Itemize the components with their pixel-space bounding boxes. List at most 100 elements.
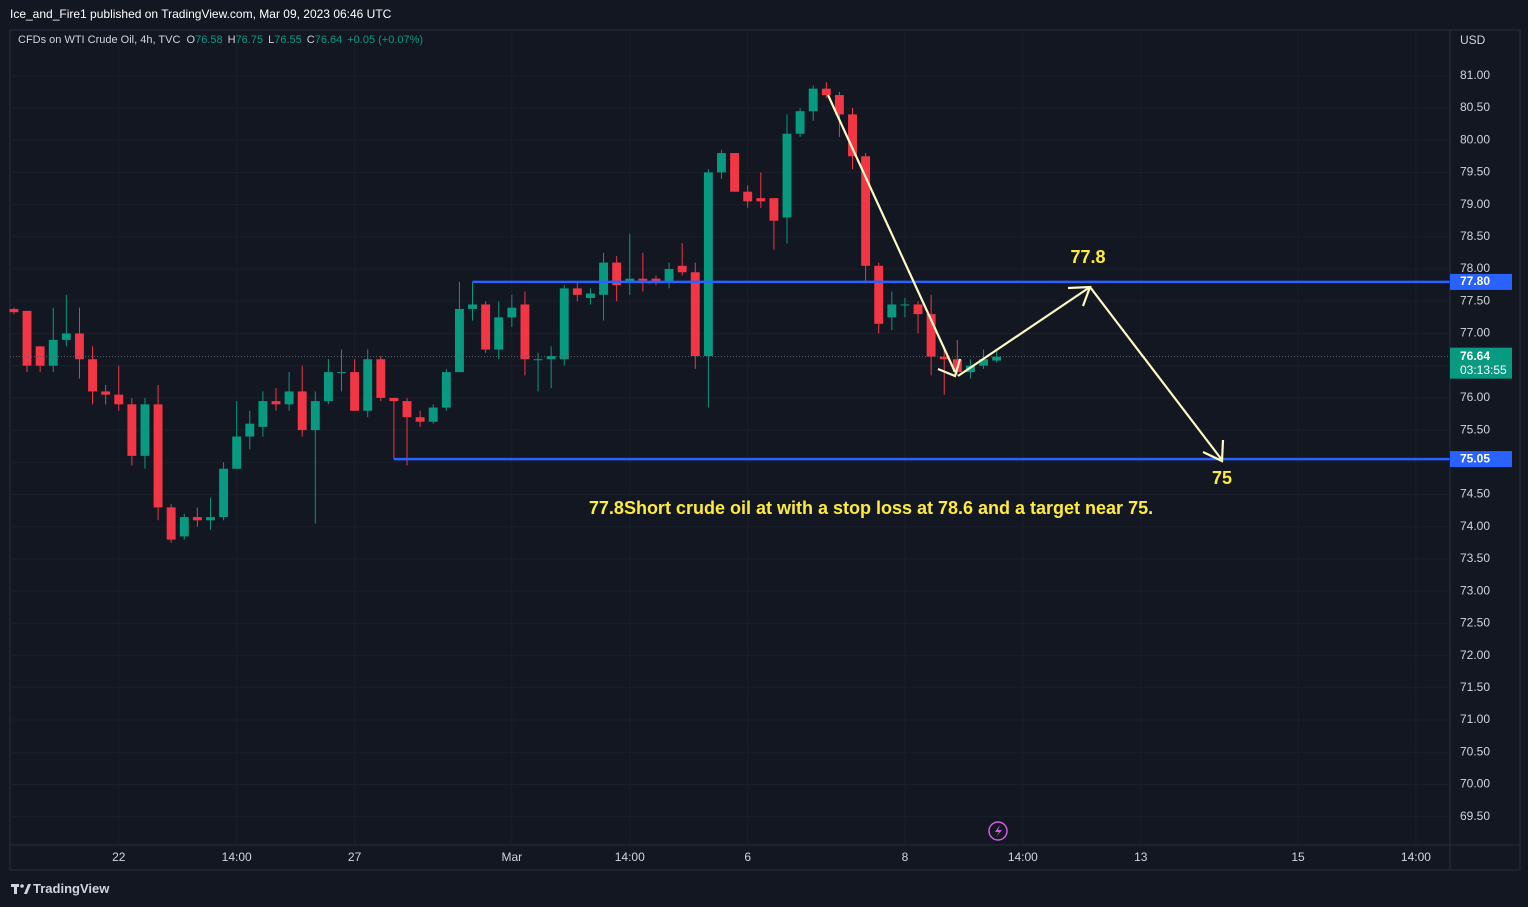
x-tick-label: 14:00 <box>615 850 645 864</box>
level-label: 75.05 <box>1460 451 1490 465</box>
arrow <box>1089 286 1223 461</box>
arrow <box>827 94 956 373</box>
candle-body <box>245 423 255 437</box>
candle-body <box>22 310 32 366</box>
candle-body <box>363 359 373 411</box>
candle-body <box>926 314 936 357</box>
candle-body <box>599 262 609 295</box>
candle-body <box>88 359 98 392</box>
arrow-head <box>1202 439 1225 463</box>
candle-body <box>638 278 648 281</box>
level-box <box>1450 273 1512 290</box>
y-tick-label: 77.50 <box>1460 293 1490 307</box>
x-tick-label: 14:00 <box>1008 850 1038 864</box>
candle-body <box>625 278 635 282</box>
candle-body <box>192 517 202 521</box>
candle-body <box>337 372 346 374</box>
arrows <box>827 94 1225 463</box>
arrow-head <box>937 358 962 378</box>
candle-body <box>441 372 451 408</box>
y-tick-label: 79.50 <box>1460 165 1490 179</box>
candle-body <box>350 372 360 411</box>
candle-body <box>979 359 988 366</box>
candle-body <box>48 339 58 366</box>
currency: USD <box>1460 33 1486 47</box>
candle-body <box>507 307 517 318</box>
candle-body <box>782 133 792 218</box>
ohlc-label: O <box>186 34 196 46</box>
y-tick-label: 75.50 <box>1460 422 1490 436</box>
candle-body <box>376 359 386 398</box>
grid <box>10 30 1450 845</box>
candle-body <box>572 288 582 295</box>
candle-body <box>795 111 805 134</box>
candle-body <box>284 391 294 405</box>
candle-body <box>166 507 176 540</box>
candle-body <box>114 394 124 405</box>
candle-body <box>206 517 215 521</box>
candle-body <box>887 304 897 318</box>
last-price-label: 76.64 <box>1460 349 1490 363</box>
x-tick-label: 8 <box>902 850 909 864</box>
symbol: CFDs on WTI Crude Oil, 4h, TVC <box>18 34 181 46</box>
annotation: 77.8 <box>1070 247 1105 267</box>
countdown: 03:13:55 <box>1460 363 1507 377</box>
candle-body <box>900 304 910 306</box>
candle-body <box>848 114 857 157</box>
candle-body <box>140 404 150 456</box>
candle-body <box>992 356 1002 361</box>
candle-body <box>428 407 438 422</box>
ohlc-value: 76.75 <box>235 34 264 46</box>
candle-body <box>808 88 818 112</box>
y-tick-label: 70.00 <box>1460 777 1490 791</box>
candle-body <box>101 391 111 395</box>
x-tick-label: Mar <box>502 850 523 864</box>
change: +0.05 (+0.07%) <box>347 34 424 46</box>
candle-body <box>756 198 766 202</box>
published-line: Ice_and_Fire1 published on TradingView.c… <box>10 7 392 21</box>
y-tick-label: 80.00 <box>1460 132 1490 146</box>
candle-body <box>717 153 726 173</box>
candle-body <box>677 265 687 273</box>
candle-body <box>232 436 242 469</box>
level-label: 77.80 <box>1460 274 1490 288</box>
candle-body <box>612 262 622 286</box>
brand: TradingView <box>33 881 110 896</box>
brand-logo <box>11 884 31 894</box>
candle-body <box>533 359 543 361</box>
candle-body <box>703 172 713 356</box>
candle-body <box>9 308 19 313</box>
y-tick-label: 76.00 <box>1460 390 1490 404</box>
y-tick-label: 79.00 <box>1460 197 1490 211</box>
ohlc-label: L <box>268 34 275 46</box>
arrow <box>957 286 1091 377</box>
y-tick-label: 69.50 <box>1460 809 1490 823</box>
candle-body <box>323 372 333 402</box>
candle-body <box>821 88 831 96</box>
candle-body <box>454 308 464 373</box>
y-tick-label: 78.50 <box>1460 229 1490 243</box>
y-tick-label: 81.00 <box>1460 68 1490 82</box>
candle-body <box>127 404 137 456</box>
y-tick-label: 71.00 <box>1460 712 1490 726</box>
candle-body <box>913 304 923 315</box>
candle-body <box>61 333 71 340</box>
y-tick-label: 71.50 <box>1460 680 1490 694</box>
x-tick-label: 27 <box>348 850 362 864</box>
x-tick-label: 14:00 <box>1401 850 1431 864</box>
candle-body <box>690 272 700 356</box>
ohlc-label: C <box>306 34 315 46</box>
candle-body <box>834 95 844 115</box>
lightning-icon[interactable] <box>988 821 1008 841</box>
y-tick-label: 70.50 <box>1460 744 1490 758</box>
level-box <box>1450 451 1512 468</box>
candle-body <box>481 304 491 350</box>
candle-body <box>35 346 45 366</box>
y-tick-label: 73.00 <box>1460 583 1490 597</box>
y-tick-label: 72.00 <box>1460 648 1490 662</box>
candle-body <box>179 517 189 537</box>
y-tick-label: 77.00 <box>1460 326 1490 340</box>
candle-body <box>258 401 268 427</box>
